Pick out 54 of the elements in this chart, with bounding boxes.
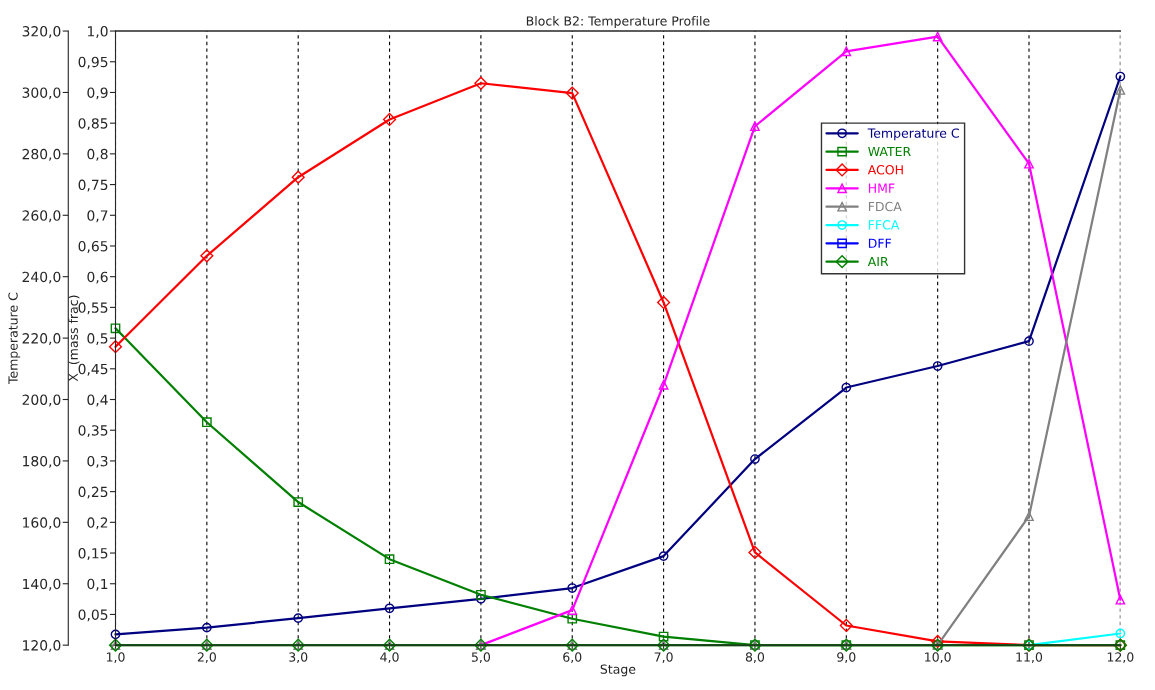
x-tick-label: 7,0 bbox=[654, 652, 673, 664]
y2-tick-label: 0,7 bbox=[87, 210, 108, 223]
y2-tick-label: 0,15 bbox=[78, 548, 108, 560]
y2-tick-label: 0,65 bbox=[78, 240, 108, 253]
x-axis-title: Stage bbox=[600, 664, 636, 677]
y2-tick-label: 0,25 bbox=[78, 486, 108, 499]
y2-tick-label: 0,6 bbox=[87, 271, 108, 284]
x-tick-label: 12,0 bbox=[1107, 652, 1134, 664]
y-tick-label: 160,0 bbox=[23, 517, 61, 530]
y2-tick-label: 0,2 bbox=[87, 517, 108, 530]
y2-tick-label: 0,5 bbox=[87, 333, 108, 345]
x-tick-label: 11,0 bbox=[1016, 652, 1043, 664]
y-tick-label: 280,0 bbox=[22, 148, 61, 161]
y2-tick-label: 0,3 bbox=[87, 455, 108, 468]
x-tick-label: 9,0 bbox=[837, 652, 856, 664]
legend-label: FDCA bbox=[868, 201, 902, 212]
y2-tick-label: 0,05 bbox=[78, 609, 108, 622]
x-tick-label: 5,0 bbox=[471, 652, 491, 664]
y2-tick-label: 0,55 bbox=[78, 302, 108, 315]
legend-label: Temperature C bbox=[867, 128, 959, 141]
y-tick-label: 120,0 bbox=[23, 640, 61, 653]
y2-tick-label: 0,4 bbox=[87, 394, 108, 407]
y-tick-label: 220,0 bbox=[22, 333, 61, 345]
y-tick-label: 200,0 bbox=[22, 394, 61, 407]
y2-tick-label: 0,75 bbox=[78, 179, 108, 192]
y-tick-label: 180,0 bbox=[23, 455, 61, 468]
x-tick-label: 3,0 bbox=[289, 652, 308, 664]
legend-label: FFCA bbox=[868, 220, 900, 230]
x-tick-label: 1,0 bbox=[106, 652, 125, 664]
y2-tick-label: 0,8 bbox=[87, 148, 108, 161]
legend-label: AIR bbox=[867, 256, 889, 267]
y2-tick-label: 0,95 bbox=[78, 56, 108, 69]
y-tick-label: 300,0 bbox=[22, 87, 61, 100]
y-axis-title: Temperature C bbox=[8, 292, 21, 385]
y2-tick-label: 1,0 bbox=[87, 26, 108, 38]
y-tick-label: 140,0 bbox=[23, 578, 61, 591]
chart-title: Block B2: Temperature Profile bbox=[526, 16, 710, 29]
y2-tick-label: 0,35 bbox=[78, 425, 108, 438]
y-tick-label: 320,0 bbox=[22, 26, 61, 38]
x-tick-label: 6,0 bbox=[563, 652, 582, 664]
legend-label: ACOH bbox=[867, 165, 903, 175]
legend-label: HMF bbox=[868, 183, 895, 193]
x-tick-label: 2,0 bbox=[197, 652, 216, 664]
legend-label: WATER bbox=[868, 146, 911, 157]
y-tick-label: 260,0 bbox=[22, 210, 61, 223]
y2-tick-label: 0,85 bbox=[78, 118, 108, 131]
y2-tick-label: 0,45 bbox=[78, 363, 108, 376]
x-tick-label: 10,0 bbox=[925, 652, 951, 664]
y-tick-label: 240,0 bbox=[22, 271, 61, 284]
y2-tick-label: 0,1 bbox=[87, 578, 108, 591]
x-tick-label: 4,0 bbox=[380, 652, 399, 664]
y2-tick-label: 0,9 bbox=[87, 87, 108, 100]
legend-label: DFF bbox=[868, 238, 891, 248]
x-tick-label: 8,0 bbox=[745, 652, 765, 664]
